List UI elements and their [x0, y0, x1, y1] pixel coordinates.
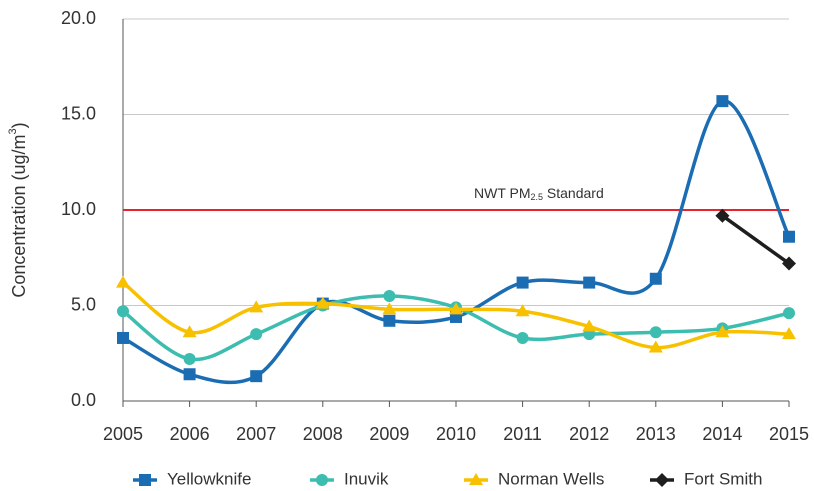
marker: [183, 352, 196, 365]
marker: [382, 302, 397, 315]
reference-label: NWT PM2.5 Standard: [474, 185, 604, 203]
y-tick-label: 20.0: [61, 8, 96, 28]
x-tick-label: 2006: [170, 424, 210, 444]
marker: [582, 319, 597, 332]
legend-label: Inuvik: [344, 469, 389, 488]
legend-item: Norman Wells: [464, 469, 604, 488]
marker: [782, 256, 796, 271]
marker: [515, 304, 530, 317]
x-tick-label: 2014: [702, 424, 742, 444]
legend-item: Fort Smith: [650, 469, 762, 488]
marker: [117, 305, 129, 318]
x-tick-label: 2009: [369, 424, 409, 444]
marker: [116, 275, 130, 288]
marker: [649, 272, 662, 285]
marker: [316, 474, 328, 486]
y-tick-label: 15.0: [61, 103, 96, 123]
x-tick-label: 2007: [236, 424, 276, 444]
reference-label-part: NWT PM: [474, 185, 531, 201]
marker: [783, 307, 795, 320]
y-tick-label: 10.0: [61, 199, 96, 219]
x-tick-label: 2011: [503, 424, 542, 444]
legend-label: Yellowknife: [167, 469, 251, 488]
marker: [655, 473, 669, 487]
marker: [182, 325, 197, 338]
x-tick-label: 2013: [636, 424, 676, 444]
y-axis-label: Concentration (ug/m3): [7, 122, 29, 297]
series-line: [721, 214, 791, 265]
subscript: 2.5: [531, 192, 544, 202]
legend-label: Norman Wells: [498, 469, 604, 488]
x-tick-label: 2015: [769, 424, 809, 444]
marker: [715, 325, 730, 338]
marker: [250, 328, 263, 341]
x-tick-label: 2005: [103, 424, 143, 444]
marker: [516, 331, 529, 344]
legend-item: Yellowknife: [133, 469, 251, 488]
marker: [648, 340, 663, 353]
reference-label-part: Standard: [543, 185, 604, 201]
marker: [449, 302, 463, 315]
x-tick-label: 2012: [569, 424, 609, 444]
marker: [183, 368, 196, 381]
y-axis-label-part: Concentration (ug/m: [9, 135, 29, 298]
marker: [715, 208, 730, 223]
marker: [583, 276, 596, 289]
legend-item: Inuvik: [310, 469, 389, 488]
marker: [117, 331, 129, 344]
marker: [516, 276, 529, 289]
y-tick-label: 5.0: [71, 294, 96, 314]
y-axis-label-part: ): [9, 122, 29, 128]
marker: [782, 327, 796, 340]
superscript: 3: [7, 128, 19, 134]
marker: [249, 300, 264, 313]
marker: [250, 370, 263, 383]
marker: [383, 289, 396, 302]
marker: [716, 95, 729, 108]
marker: [383, 314, 396, 327]
marker: [315, 296, 330, 309]
y-tick-label: 0.0: [71, 390, 96, 410]
marker: [649, 326, 662, 339]
marker: [139, 474, 151, 486]
x-tick-label: 2008: [303, 424, 343, 444]
marker: [469, 473, 483, 485]
legend-label: Fort Smith: [684, 469, 762, 488]
marker: [783, 230, 795, 243]
x-tick-label: 2010: [436, 424, 476, 444]
